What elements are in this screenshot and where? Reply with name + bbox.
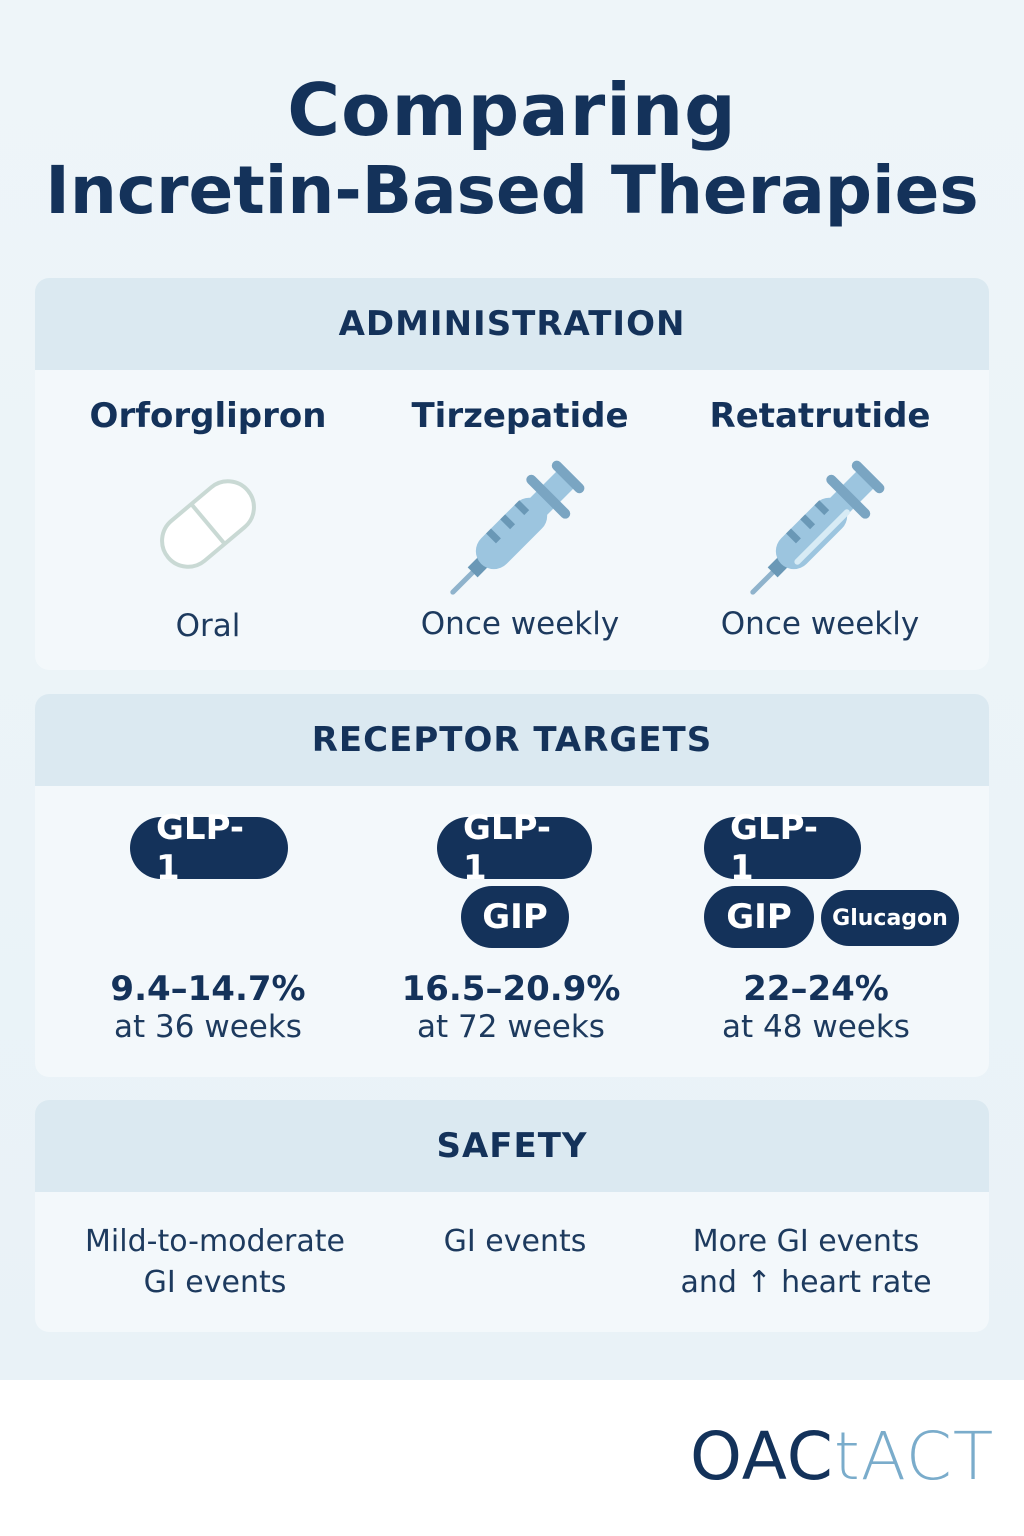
safety-text: and ↑ heart rate (680, 1265, 932, 1300)
drug-name: Tirzepatide (411, 396, 629, 436)
receptor-targets-header: RECEPTOR TARGETS (35, 694, 989, 786)
safety-text: GI events (443, 1224, 587, 1259)
drug-column-tirzepatide: Tirzepatide Once weekly (360, 396, 680, 642)
target-badge-glp1: GLP-1 (704, 808, 861, 888)
safety-text: Mild-to-moderate (85, 1224, 345, 1259)
pill-icon (160, 479, 256, 569)
administration-mode: Once weekly (720, 606, 920, 642)
safety-text: More GI events (692, 1224, 920, 1259)
target-badge-gip: GIP (704, 886, 814, 948)
syringe-icon (450, 460, 585, 595)
safety-column: GI events (355, 1221, 675, 1262)
efficacy-column: 16.5–20.9% at 72 weeks (351, 969, 671, 1045)
safety-column: More GI events and ↑ heart rate (646, 1221, 966, 1303)
trial-duration: at 48 weeks (722, 1009, 910, 1045)
administration-mode: Once weekly (420, 606, 620, 642)
target-badge-glp1: GLP-1 (130, 808, 288, 888)
administration-mode: Oral (175, 608, 241, 644)
weight-loss-value: 9.4–14.7% (110, 969, 306, 1009)
target-badge-glp1: GLP-1 (437, 808, 592, 888)
syringe-icon (750, 460, 885, 595)
administration-card: ADMINISTRATION Orforglipron Oral Tirzepa… (35, 278, 989, 670)
safety-header: SAFETY (35, 1100, 989, 1192)
safety-card: SAFETY Mild-to-moderate GI events GI eve… (35, 1100, 989, 1332)
trial-duration: at 72 weeks (417, 1009, 605, 1045)
drug-name: Orforglipron (89, 396, 327, 436)
administration-header: ADMINISTRATION (35, 278, 989, 370)
efficacy-column: 22–24% at 48 weeks (656, 969, 976, 1045)
drug-column-retatrutide: Retatrutide Once weekly (660, 396, 980, 642)
weight-loss-value: 22–24% (743, 969, 889, 1009)
trial-duration: at 36 weeks (114, 1009, 302, 1045)
target-badge-gip: GIP (461, 886, 569, 948)
brand-logo: OACtACT (690, 1418, 994, 1495)
receptor-targets-card: RECEPTOR TARGETS GLP-1 GLP-1 GIP GLP-1 G… (35, 694, 989, 1077)
target-badge-glucagon: Glucagon (821, 890, 959, 946)
drug-column-orforglipron: Orforglipron Oral (48, 396, 368, 644)
safety-column: Mild-to-moderate GI events (55, 1221, 375, 1303)
page-title-line1: Comparing (287, 68, 737, 152)
safety-text: GI events (143, 1265, 287, 1300)
logo-part-dark: OAC (690, 1418, 834, 1495)
efficacy-column: 9.4–14.7% at 36 weeks (48, 969, 368, 1045)
weight-loss-value: 16.5–20.9% (401, 969, 621, 1009)
page-title-line2: Incretin-Based Therapies (45, 152, 979, 229)
logo-part-light: tACT (833, 1418, 995, 1495)
drug-name: Retatrutide (709, 396, 931, 436)
